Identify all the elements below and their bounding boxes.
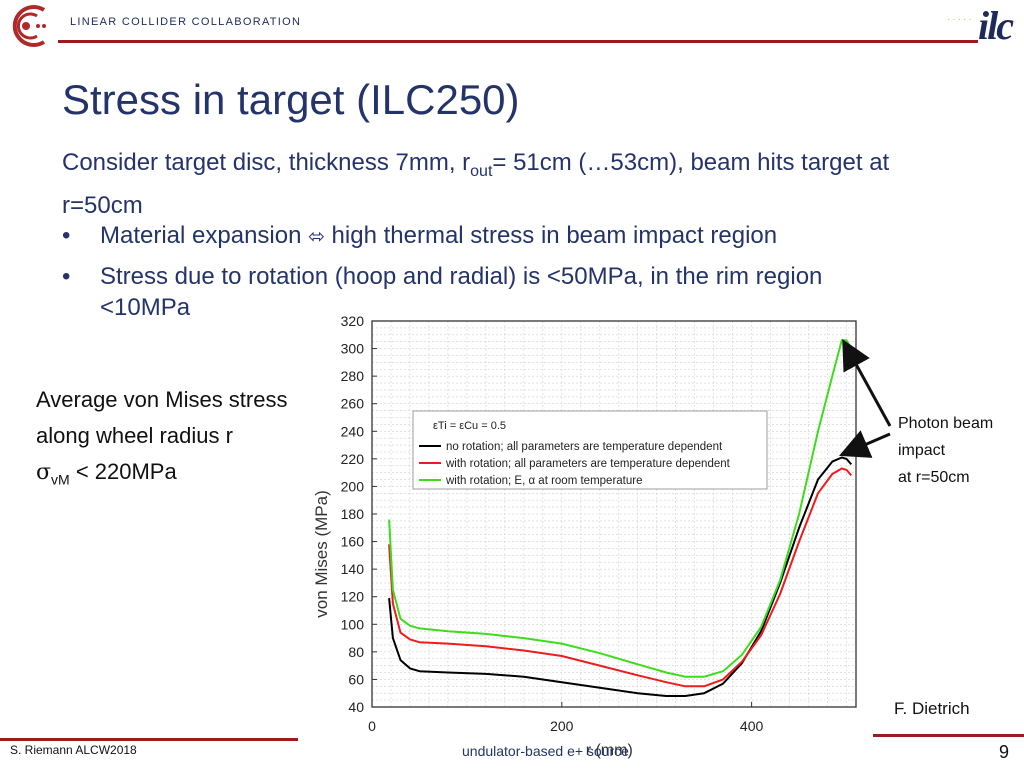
chart-grid: [371, 320, 856, 708]
bullet-1-post: high thermal stress in beam impact regio…: [324, 222, 778, 249]
x-tick-label: 200: [550, 718, 574, 734]
bullet-1-pre: Material expansion: [100, 222, 309, 249]
org-name: LINEAR COLLIDER COLLABORATION: [70, 16, 302, 28]
bullet-item-1: • Material expansion ⬄ high thermal stres…: [62, 219, 777, 253]
series-line-1: [388, 456, 853, 697]
series-line-2: [388, 467, 853, 688]
intro-post: = 51cm (…53cm), beam hits target at r=50…: [62, 149, 890, 219]
footer-author: S. Riemann ALCW2018: [10, 743, 137, 757]
series-lines: [388, 339, 853, 697]
annotation-arrows: [839, 339, 892, 458]
y-tick-label: 200: [341, 478, 365, 494]
intro-pre: Consider target disc, thickness 7mm, r: [62, 149, 471, 176]
bullet-dot-icon: •: [62, 263, 71, 290]
y-tick-label: 280: [341, 368, 365, 384]
intro-sub: out: [470, 162, 493, 180]
sigma-symbol: σ: [36, 460, 52, 485]
sigma-line: σvM < 220MPa: [36, 454, 287, 497]
y-tick-label: 160: [341, 534, 365, 550]
legend-box: [412, 410, 768, 490]
x-tick-label: 0: [368, 718, 376, 734]
footer-divider-right: [873, 734, 1024, 737]
avg-line-2: along wheel radius r: [36, 423, 233, 448]
double-arrow-icon: ⬄: [308, 224, 325, 248]
slide-title: Stress in target (ILC250): [62, 76, 520, 123]
lcc-logo-icon: [12, 5, 46, 47]
photon-line-2: impact: [898, 442, 946, 459]
axis-titles: r (mm) von Mises (MPa): [312, 490, 633, 759]
bullet-2-line1: Stress due to rotation (hoop and radial)…: [100, 263, 823, 290]
avg-line-1: Average von Mises stress: [36, 387, 288, 412]
bullet-dot-icon: •: [62, 222, 71, 249]
y-tick-label: 40: [348, 699, 364, 715]
x-axis-title: r (mm): [586, 742, 633, 759]
y-tick-label: 100: [341, 616, 365, 632]
legend-title: εTi = εCu = 0.5: [433, 420, 506, 432]
x-tick-label: 400: [740, 718, 764, 734]
page-number: 9: [999, 742, 1010, 762]
chart-legend: εTi = εCu = 0.5 no rotation; all paramete…: [412, 410, 768, 490]
arrow-to-black-peak: [839, 430, 891, 458]
photon-line-3: at r=50cm: [898, 469, 970, 486]
avg-stress-note: Average von Mises stress along wheel rad…: [36, 382, 287, 497]
legend-entry: with rotation; E, α at room temperature: [445, 475, 642, 487]
legend-entry: with rotation; all parameters are temper…: [445, 458, 731, 470]
arrow-to-green-peak: [842, 339, 892, 427]
tick-labels: 40 60 80 100 120 140 160 180 200 220 240 260 280 300 3…: [341, 313, 764, 734]
photon-beam-note: Photon beam impact at r=50cm: [898, 410, 993, 491]
bullet-item-2: • Stress due to rotation (hoop and radial…: [62, 260, 982, 294]
y-tick-label: 120: [341, 589, 365, 605]
ilc-dots-icon: ·····: [947, 14, 974, 25]
intro-text: Consider target disc, thickness 7mm, rou…: [62, 146, 962, 223]
y-tick-label: 140: [341, 561, 365, 577]
footer-divider-left: [0, 738, 298, 741]
y-tick-label: 80: [348, 644, 364, 660]
y-tick-label: 180: [341, 506, 365, 522]
ilc-logo: ilc: [978, 3, 1014, 48]
sigma-value: < 220MPa: [69, 459, 177, 484]
credit-text: F. Dietrich: [894, 699, 970, 718]
y-tick-label: 260: [341, 396, 365, 412]
series-line-3: [388, 339, 853, 678]
sigma-sub: vM: [51, 471, 70, 488]
y-tick-label: 220: [341, 451, 365, 467]
bullet-2-line2: <10MPa: [100, 294, 191, 321]
legend-entry: no rotation; all parameters are temperat…: [446, 441, 723, 453]
photon-line-1: Photon beam: [898, 415, 994, 432]
y-axis-title: von Mises (MPa): [312, 490, 331, 618]
stress-chart: 40 60 80 100 120 140 160 180 200 220 240 260 280 300 3…: [312, 313, 892, 759]
header-divider: [58, 40, 978, 43]
y-tick-label: 240: [341, 423, 365, 439]
y-tick-label: 60: [348, 671, 364, 687]
y-tick-label: 300: [341, 341, 365, 357]
footer-subject: undulator-based e+ source: [462, 743, 629, 759]
y-tick-label: 320: [341, 313, 365, 329]
